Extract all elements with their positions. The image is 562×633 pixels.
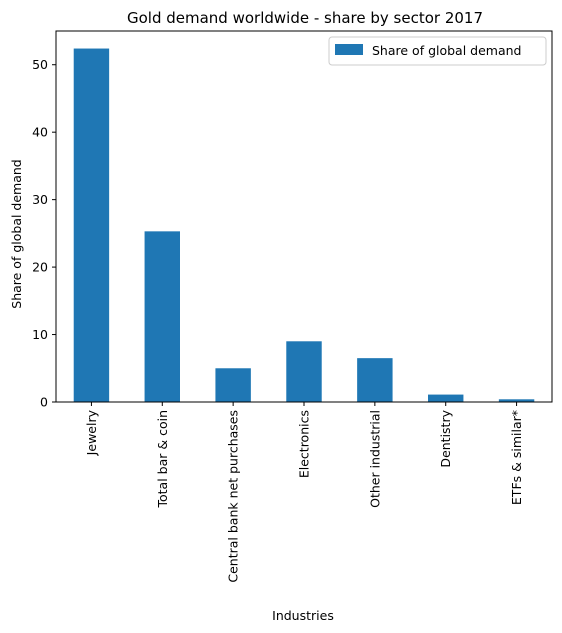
chart-title: Gold demand worldwide - share by sector … xyxy=(127,9,483,27)
x-tick-label: Central bank net purchases xyxy=(226,410,241,583)
y-tick-label: 50 xyxy=(32,57,48,72)
legend-label: Share of global demand xyxy=(372,43,521,58)
legend-box xyxy=(328,36,547,66)
legend-swatch xyxy=(335,44,363,55)
x-tick-label: Jewelry xyxy=(84,409,99,456)
plot-frame xyxy=(55,30,553,403)
x-axis-label: Industries xyxy=(272,608,334,623)
x-tick-label: Total bar & coin xyxy=(155,410,170,509)
x-tick-label: ETFs & similar* xyxy=(509,410,524,505)
y-tick-label: 30 xyxy=(32,192,48,207)
bar xyxy=(357,358,393,402)
bars xyxy=(73,48,535,403)
bar xyxy=(428,394,464,402)
y-tick-label: 0 xyxy=(40,395,48,410)
legend: Share of global demand xyxy=(328,36,547,66)
y-tick-label: 10 xyxy=(32,327,48,342)
y-axis-label: Share of global demand xyxy=(9,159,24,308)
x-tick-label: Electronics xyxy=(297,410,312,478)
x-axis-ticks: Jewelry Total bar & coin Central bank net … xyxy=(84,402,524,583)
y-axis-ticks: 0 10 20 30 40 50 xyxy=(32,57,56,410)
y-tick-label: 40 xyxy=(32,125,48,140)
y-tick-label: 20 xyxy=(32,260,48,275)
bar xyxy=(144,231,180,402)
x-tick-label: Dentistry xyxy=(438,409,453,467)
bar xyxy=(215,368,251,402)
x-tick-label: Other industrial xyxy=(367,410,382,508)
bar xyxy=(73,48,110,403)
bar xyxy=(498,399,535,402)
bar xyxy=(286,341,322,402)
